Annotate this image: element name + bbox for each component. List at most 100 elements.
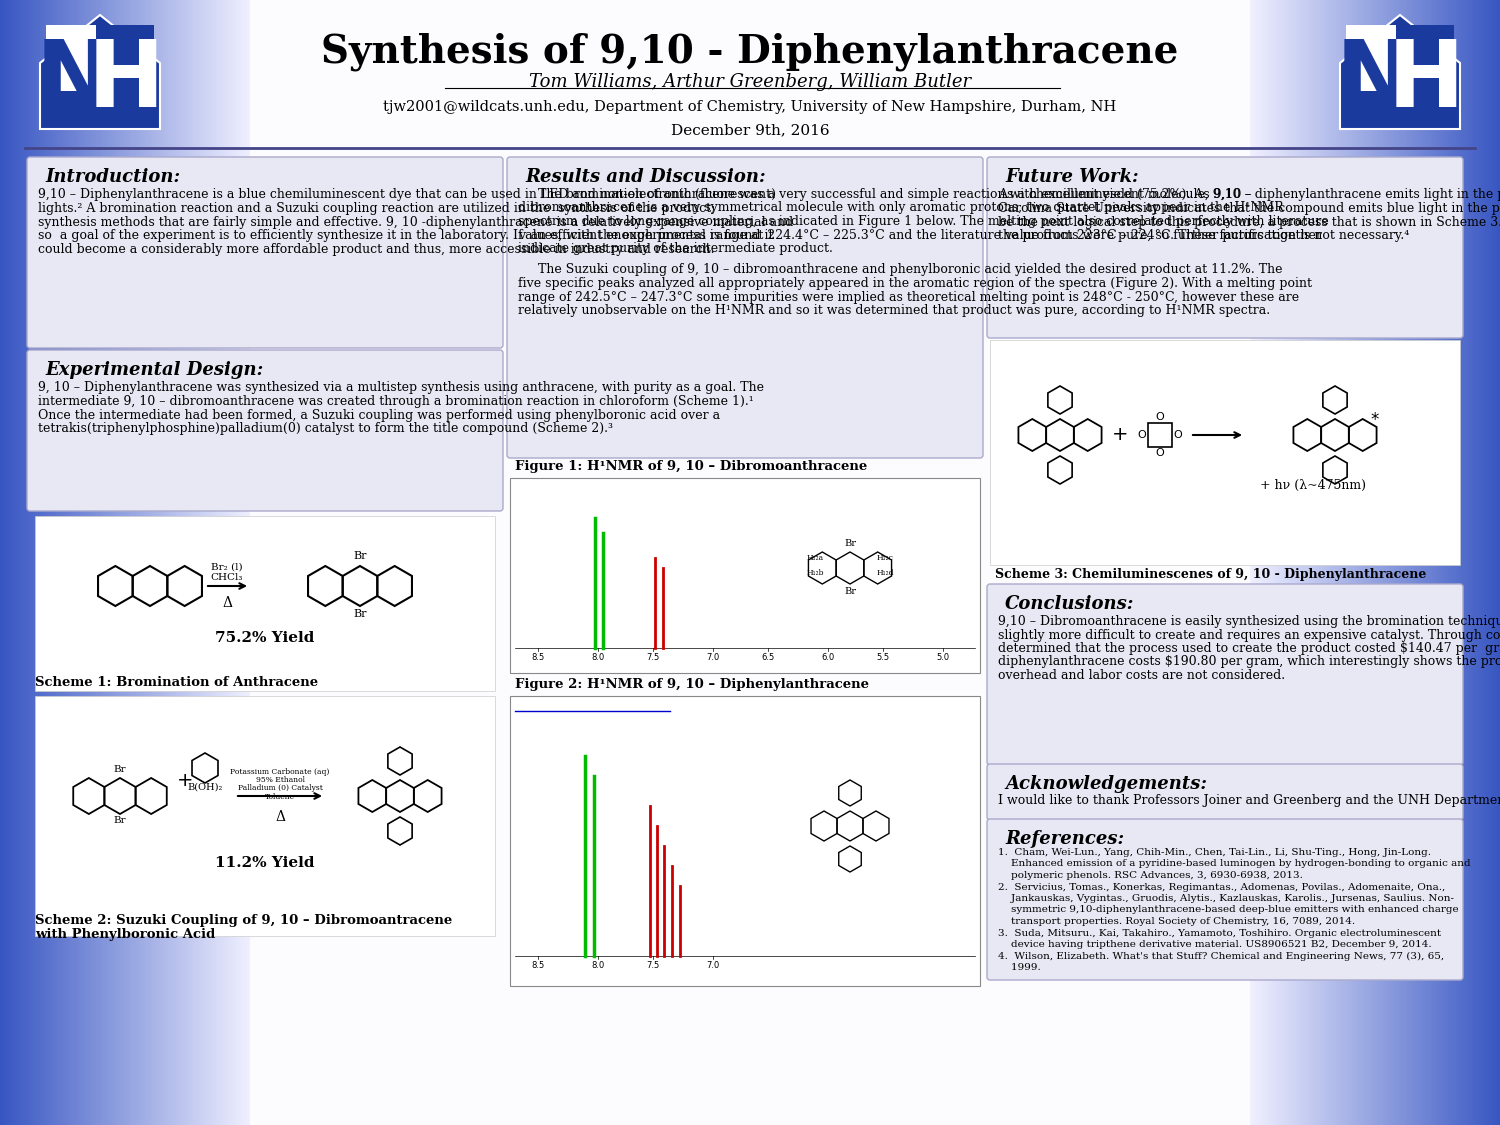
Text: +: + bbox=[1112, 425, 1128, 444]
Bar bbox=[46, 25, 96, 91]
Bar bbox=[34, 696, 495, 936]
Text: Experimental Design:: Experimental Design: bbox=[45, 361, 264, 379]
Text: Scheme 2: Suzuki Coupling of 9, 10 – Dibromoantracene: Scheme 2: Suzuki Coupling of 9, 10 – Dib… bbox=[34, 914, 453, 927]
Text: Jankauskas, Vygintas., Gruodis, Alytis., Kazlauskas, Karolis., Jursenas, Saulius: Jankauskas, Vygintas., Gruodis, Alytis.,… bbox=[998, 894, 1454, 903]
Text: Synthesis of 9,10 - Diphenylanthracene: Synthesis of 9,10 - Diphenylanthracene bbox=[321, 33, 1179, 71]
Text: 6.0: 6.0 bbox=[821, 652, 834, 662]
Text: spectrum due to long-range coupling, as indicated in Figure 1 below. The melting: spectrum due to long-range coupling, as … bbox=[518, 215, 1329, 228]
Text: Br: Br bbox=[844, 587, 856, 596]
Text: 6.5: 6.5 bbox=[762, 652, 774, 662]
FancyBboxPatch shape bbox=[27, 158, 502, 348]
Text: O: O bbox=[1155, 412, 1164, 422]
Text: synthesis methods that are fairly simple and effective. 9, 10 -diphenylanthracen: synthesis methods that are fairly simple… bbox=[38, 216, 794, 228]
Bar bbox=[1396, 25, 1454, 91]
Text: could become a considerably more affordable product and thus, more accessible in: could become a considerably more afforda… bbox=[38, 243, 714, 256]
Text: H₁₂c: H₁₂c bbox=[876, 554, 894, 562]
Text: H₁₂a: H₁₂a bbox=[807, 554, 824, 562]
Text: 7.0: 7.0 bbox=[706, 961, 720, 970]
Text: 1.  Cham, Wei-Lun., Yang, Chih-Min., Chen, Tai-Lin., Li, Shu-Ting., Hong, Jin-Lo: 1. Cham, Wei-Lun., Yang, Chih-Min., Chen… bbox=[998, 848, 1431, 857]
Text: Future Work:: Future Work: bbox=[1005, 168, 1138, 186]
Text: Br₂ (l): Br₂ (l) bbox=[211, 562, 243, 572]
Text: Scheme 1: Bromination of Anthracene: Scheme 1: Bromination of Anthracene bbox=[34, 676, 318, 688]
Text: Br: Br bbox=[114, 765, 126, 774]
Text: Palladium (0) Catalyst: Palladium (0) Catalyst bbox=[237, 784, 322, 792]
Text: Acknowledgements:: Acknowledgements: bbox=[1005, 775, 1208, 793]
Text: 11.2% Yield: 11.2% Yield bbox=[216, 856, 315, 870]
Text: 8.0: 8.0 bbox=[591, 652, 604, 662]
Text: References:: References: bbox=[1005, 830, 1124, 848]
Text: overhead and labor costs are not considered.: overhead and labor costs are not conside… bbox=[998, 669, 1286, 682]
Text: Figure 2: H¹NMR of 9, 10 – Diphenylanthracene: Figure 2: H¹NMR of 9, 10 – Diphenylanthr… bbox=[514, 678, 868, 691]
Text: As a chemiluminescent molecule, 9,10 – diphenylanthracene emits light in the pre: As a chemiluminescent molecule, 9,10 – d… bbox=[998, 188, 1500, 201]
Text: 8.5: 8.5 bbox=[531, 652, 544, 662]
Text: 95% Ethanol: 95% Ethanol bbox=[255, 776, 304, 784]
Text: 5.5: 5.5 bbox=[876, 652, 890, 662]
Text: Figure 1: H¹NMR of 9, 10 – Dibromoanthracene: Figure 1: H¹NMR of 9, 10 – Dibromoanthra… bbox=[514, 460, 867, 472]
Bar bbox=[1346, 25, 1396, 91]
Text: N: N bbox=[1335, 36, 1412, 126]
Text: I would like to thank Professors Joiner and Greenberg and the UNH Department of : I would like to thank Professors Joiner … bbox=[998, 794, 1500, 807]
Text: 2.  Servicius, Tomas., Konerkas, Regimantas., Adomenas, Povilas., Adomenaite, On: 2. Servicius, Tomas., Konerkas, Regimant… bbox=[998, 882, 1446, 891]
Text: Scheme 3: Chemiluminescenes of 9, 10 - Diphenylanthracene: Scheme 3: Chemiluminescenes of 9, 10 - D… bbox=[994, 568, 1426, 580]
Text: transport properties. Royal Society of Chemistry, 16, 7089, 2014.: transport properties. Royal Society of C… bbox=[998, 917, 1354, 926]
Text: polymeric phenols. RSC Advances, 3, 6930-6938, 2013.: polymeric phenols. RSC Advances, 3, 6930… bbox=[998, 871, 1304, 880]
Text: B(OH)₂: B(OH)₂ bbox=[188, 783, 222, 792]
FancyBboxPatch shape bbox=[987, 158, 1462, 338]
Text: lights.² A bromination reaction and a Suzuki coupling reaction are utilized in t: lights.² A bromination reaction and a Su… bbox=[38, 201, 715, 215]
Text: The bromination of anthracene was a very successful and simple reaction with exc: The bromination of anthracene was a very… bbox=[518, 188, 1251, 201]
Text: device having tripthene derivative material. US8906521 B2, December 9, 2014.: device having tripthene derivative mater… bbox=[998, 940, 1431, 950]
Text: relatively unobservable on the H¹NMR and so it was determined that product was p: relatively unobservable on the H¹NMR and… bbox=[518, 304, 1270, 317]
Text: indicate great purity of the intermediate product.: indicate great purity of the intermediat… bbox=[518, 242, 833, 255]
Text: values, with the experimental range at 224.4°C – 225.3°C and the literature valu: values, with the experimental range at 2… bbox=[518, 228, 1322, 242]
Text: so  a goal of the experiment is to efficiently synthesize it in the laboratory. : so a goal of the experiment is to effici… bbox=[38, 229, 774, 242]
Bar bbox=[0, 0, 1500, 155]
FancyBboxPatch shape bbox=[987, 584, 1462, 765]
Text: Conclusions:: Conclusions: bbox=[1005, 595, 1134, 613]
Text: Br: Br bbox=[354, 609, 366, 619]
Text: determined that the process used to create the product costed $140.47 per  gram : determined that the process used to crea… bbox=[998, 642, 1500, 655]
Text: the products were pure, so further purification is not necessary.⁴: the products were pure, so further purif… bbox=[998, 229, 1410, 242]
Text: CHCl₃: CHCl₃ bbox=[211, 573, 243, 582]
Text: O: O bbox=[1173, 430, 1182, 440]
Text: 8.5: 8.5 bbox=[531, 961, 544, 970]
Text: Carolina State University indicates that the compound emits blue light in the pr: Carolina State University indicates that… bbox=[998, 201, 1500, 215]
Text: H: H bbox=[1388, 36, 1464, 126]
Text: Potassium Carbonate (aq): Potassium Carbonate (aq) bbox=[231, 768, 330, 776]
Text: slightly more difficult to create and requires an expensive catalyst. Through co: slightly more difficult to create and re… bbox=[998, 629, 1500, 641]
Text: Br: Br bbox=[844, 539, 856, 548]
Text: Results and Discussion:: Results and Discussion: bbox=[525, 168, 765, 186]
FancyBboxPatch shape bbox=[27, 350, 502, 511]
Text: 9,10 – Diphenylanthracene is a blue chemiluminescent dye that can be used in LED: 9,10 – Diphenylanthracene is a blue chem… bbox=[38, 188, 776, 201]
Text: symmetric 9,10-diphenylanthracene-based deep-blue emitters with enhanced charge: symmetric 9,10-diphenylanthracene-based … bbox=[998, 906, 1458, 915]
Text: Toluene: Toluene bbox=[266, 793, 296, 801]
Text: tetrakis(triphenylphosphine)palladium(0) catalyst to form the title compound (Sc: tetrakis(triphenylphosphine)palladium(0)… bbox=[38, 422, 613, 435]
Text: dibromoanthracene is a very symmetrical molecule with only aromatic protons, two: dibromoanthracene is a very symmetrical … bbox=[518, 201, 1284, 215]
Text: +: + bbox=[177, 772, 194, 791]
Text: 1999.: 1999. bbox=[998, 963, 1041, 972]
Text: range of 242.5°C – 247.3°C some impurities were implied as theoretical melting p: range of 242.5°C – 247.3°C some impuriti… bbox=[518, 290, 1299, 304]
Text: 75.2% Yield: 75.2% Yield bbox=[216, 631, 315, 645]
Bar bbox=[96, 25, 154, 91]
Bar bbox=[34, 516, 495, 691]
Polygon shape bbox=[1340, 15, 1460, 129]
Text: + hν (λ~475nm): + hν (λ~475nm) bbox=[1260, 478, 1366, 492]
Text: 7.5: 7.5 bbox=[646, 652, 660, 662]
Text: The Suzuki coupling of 9, 10 – dibromoanthracene and phenylboronic acid yielded : The Suzuki coupling of 9, 10 – dibromoan… bbox=[518, 263, 1282, 277]
Text: H: H bbox=[88, 36, 165, 126]
Text: 9,10 – Dibromoanthracene is easily synthesized using the bromination technique p: 9,10 – Dibromoanthracene is easily synth… bbox=[998, 615, 1500, 628]
Text: 7.0: 7.0 bbox=[706, 652, 720, 662]
Text: Enhanced emission of a pyridine-based luminogen by hydrogen-bonding to organic a: Enhanced emission of a pyridine-based lu… bbox=[998, 860, 1470, 868]
Text: Introduction:: Introduction: bbox=[45, 168, 180, 186]
FancyBboxPatch shape bbox=[987, 819, 1462, 980]
Text: December 9th, 2016: December 9th, 2016 bbox=[670, 123, 830, 137]
Text: tjw2001@wildcats.unh.edu, Department of Chemistry, University of New Hampshire, : tjw2001@wildcats.unh.edu, Department of … bbox=[384, 100, 1116, 114]
Text: Br: Br bbox=[114, 816, 126, 825]
Text: N: N bbox=[36, 36, 112, 126]
Text: H₁₂d: H₁₂d bbox=[876, 569, 894, 577]
Text: 4.  Wilson, Elizabeth. What's that Stuff? Chemical and Engineering News, 77 (3),: 4. Wilson, Elizabeth. What's that Stuff?… bbox=[998, 952, 1444, 961]
FancyBboxPatch shape bbox=[507, 158, 982, 458]
Text: Δ: Δ bbox=[222, 596, 232, 610]
Text: diphenylanthracene costs $190.80 per gram, which interestingly shows the process: diphenylanthracene costs $190.80 per gra… bbox=[998, 656, 1500, 668]
Text: 5.0: 5.0 bbox=[936, 652, 950, 662]
Text: be the next logical step to this procedure, a process that is shown in Scheme 3.: be the next logical step to this procedu… bbox=[998, 216, 1500, 228]
